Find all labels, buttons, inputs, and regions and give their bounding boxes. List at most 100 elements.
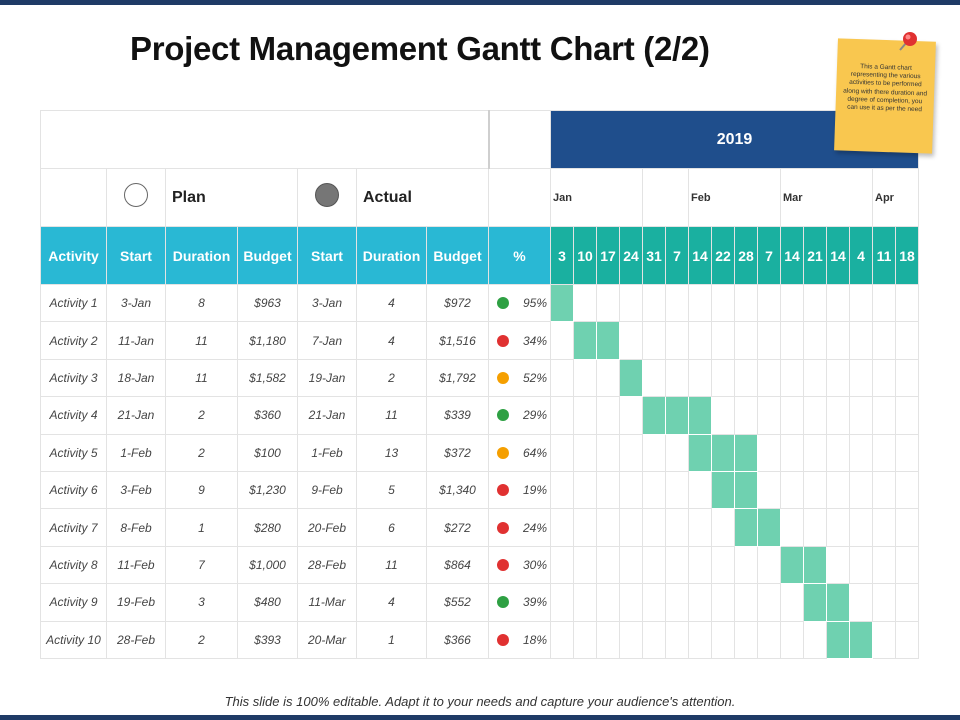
plan-start-cell: 18-Jan — [106, 358, 166, 398]
gantt-empty-cell — [596, 433, 620, 472]
activity-name: Activity 2 — [40, 321, 107, 360]
status-dot-icon — [497, 409, 509, 422]
plan-legend-label: Plan — [165, 168, 298, 227]
actual-legend-marker — [297, 168, 357, 227]
plan-duration-cell: 1 — [165, 508, 238, 547]
header-plan-budget: Budget — [237, 226, 298, 285]
percent-value: 52% — [522, 370, 547, 385]
gantt-empty-cell — [596, 470, 620, 510]
gantt-empty-cell — [665, 283, 689, 323]
table-row: Activity 1 3-Jan 8 $963 3-Jan 4 $972 95% — [40, 283, 919, 323]
gantt-empty-cell — [642, 433, 666, 472]
percent-value: 64% — [522, 445, 547, 460]
gantt-bar-segment — [826, 583, 850, 622]
actual-start-cell: 28-Feb — [297, 545, 357, 585]
gantt-empty-cell — [573, 583, 597, 622]
gantt-bar-segment — [573, 321, 597, 360]
gantt-empty-cell — [826, 321, 850, 360]
gantt-empty-cell — [596, 545, 620, 585]
plan-start-cell: 21-Jan — [106, 396, 166, 435]
gantt-empty-cell — [826, 433, 850, 472]
gantt-empty-cell — [803, 433, 827, 472]
gantt-empty-cell — [757, 321, 781, 360]
gantt-empty-cell — [573, 283, 597, 323]
header-percent: % — [488, 226, 551, 285]
status-dot-icon — [497, 371, 509, 384]
legend-row: Plan Actual Jan Feb Mar Apr — [40, 168, 919, 227]
gantt-empty-cell — [780, 620, 804, 659]
gantt-empty-cell — [757, 620, 781, 659]
percent-cell: 30% — [488, 545, 551, 585]
actual-budget-cell: $864 — [426, 545, 489, 585]
gantt-empty-cell — [550, 583, 574, 622]
gantt-empty-cell — [688, 358, 712, 398]
gantt-empty-cell — [872, 283, 896, 323]
status-dot-icon — [497, 446, 509, 459]
plan-budget-cell: $1,000 — [237, 545, 298, 585]
percent-cell: 29% — [488, 396, 551, 435]
plan-duration-cell: 2 — [165, 620, 238, 659]
actual-duration-cell: 13 — [356, 433, 427, 472]
activity-name: Activity 5 — [40, 433, 107, 472]
gantt-empty-cell — [688, 283, 712, 323]
actual-start-cell: 3-Jan — [297, 283, 357, 323]
gantt-empty-cell — [596, 283, 620, 323]
gantt-empty-cell — [619, 508, 643, 547]
gantt-empty-cell — [803, 508, 827, 547]
gantt-empty-cell — [872, 358, 896, 398]
gantt-empty-cell — [596, 358, 620, 398]
gantt-bar-segment — [780, 545, 804, 585]
week-header-5: 7 — [665, 226, 689, 285]
gantt-empty-cell — [826, 470, 850, 510]
gantt-empty-cell — [895, 620, 919, 659]
gantt-empty-cell — [826, 283, 850, 323]
percent-cell: 95% — [488, 283, 551, 323]
table-row: Activity 10 28-Feb 2 $393 20-Mar 1 $366 18% — [40, 620, 919, 659]
gantt-empty-cell — [872, 620, 896, 659]
gantt-empty-cell — [734, 396, 758, 435]
actual-duration-cell: 4 — [356, 321, 427, 360]
plan-budget-cell: $480 — [237, 583, 298, 622]
gantt-empty-cell — [803, 321, 827, 360]
gantt-empty-cell — [895, 508, 919, 547]
gantt-empty-cell — [803, 396, 827, 435]
percent-cell: 19% — [488, 470, 551, 510]
gantt-empty-cell — [849, 583, 873, 622]
actual-budget-cell: $972 — [426, 283, 489, 323]
year-row-blank — [40, 110, 490, 169]
gantt-bar-segment — [619, 358, 643, 398]
gantt-empty-cell — [550, 470, 574, 510]
gantt-empty-cell — [619, 321, 643, 360]
percent-value: 24% — [522, 520, 547, 535]
gantt-empty-cell — [780, 470, 804, 510]
percent-value: 39% — [522, 595, 547, 610]
legend-pct-blank — [488, 168, 551, 227]
gantt-empty-cell — [849, 545, 873, 585]
actual-start-cell: 11-Mar — [297, 583, 357, 622]
actual-start-cell: 20-Mar — [297, 620, 357, 659]
activity-name: Activity 3 — [40, 358, 107, 398]
top-rule — [0, 0, 960, 5]
gantt-empty-cell — [642, 321, 666, 360]
activity-name: Activity 1 — [40, 283, 107, 323]
footer-note: This slide is 100% editable. Adapt it to… — [224, 694, 736, 709]
week-header-9: 7 — [757, 226, 781, 285]
plan-start-cell: 11-Jan — [106, 321, 166, 360]
week-header-1: 10 — [573, 226, 597, 285]
gantt-empty-cell — [711, 321, 735, 360]
gantt-empty-cell — [849, 358, 873, 398]
month-apr: Apr — [872, 168, 919, 227]
plan-duration-cell: 9 — [165, 470, 238, 510]
gantt-empty-cell — [849, 283, 873, 323]
gantt-empty-cell — [734, 583, 758, 622]
gantt-empty-cell — [849, 508, 873, 547]
plan-legend-marker — [106, 168, 166, 227]
gantt-empty-cell — [803, 620, 827, 659]
actual-budget-cell: $1,792 — [426, 358, 489, 398]
activity-name: Activity 10 — [40, 620, 107, 659]
header-actual-duration: Duration — [356, 226, 427, 285]
percent-value: 18% — [522, 632, 547, 647]
gantt-empty-cell — [711, 396, 735, 435]
week-header-8: 28 — [734, 226, 758, 285]
header-actual-start: Start — [297, 226, 357, 285]
